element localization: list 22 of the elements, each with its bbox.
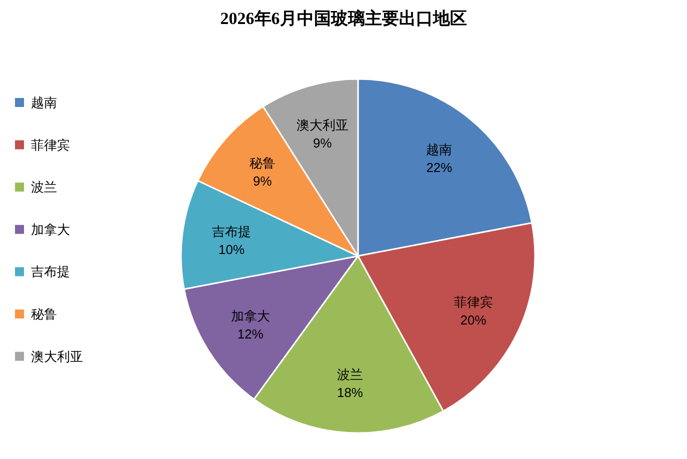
slice-label: 澳大利亚 bbox=[296, 118, 348, 133]
legend-label: 澳大利亚 bbox=[31, 348, 83, 364]
legend-label: 菲律宾 bbox=[31, 137, 70, 152]
data-label: 22% bbox=[426, 160, 453, 175]
legend-label: 秘鲁 bbox=[31, 306, 57, 322]
data-label: 10% bbox=[218, 242, 246, 258]
legend-label: 吉布提 bbox=[31, 264, 70, 280]
slice-label: 吉布提 bbox=[212, 224, 252, 240]
legend-label: 越南 bbox=[31, 95, 57, 110]
chart-title: 2026年6月中国玻璃主要出口地区 bbox=[220, 9, 467, 28]
data-label: 9% bbox=[253, 174, 272, 189]
legend-label: 加拿大 bbox=[31, 222, 70, 237]
data-label: 9% bbox=[313, 136, 332, 151]
slice-label: 越南 bbox=[426, 142, 452, 157]
slice-label: 波兰 bbox=[337, 367, 363, 382]
data-label: 18% bbox=[336, 385, 364, 400]
data-label: 12% bbox=[237, 326, 264, 342]
legend-label: 波兰 bbox=[31, 180, 57, 195]
data-label: 20% bbox=[460, 312, 487, 328]
slice-label: 秘鲁 bbox=[249, 156, 276, 171]
slice-label: 菲律宾 bbox=[454, 294, 493, 310]
slice-label: 加拿大 bbox=[230, 308, 270, 324]
